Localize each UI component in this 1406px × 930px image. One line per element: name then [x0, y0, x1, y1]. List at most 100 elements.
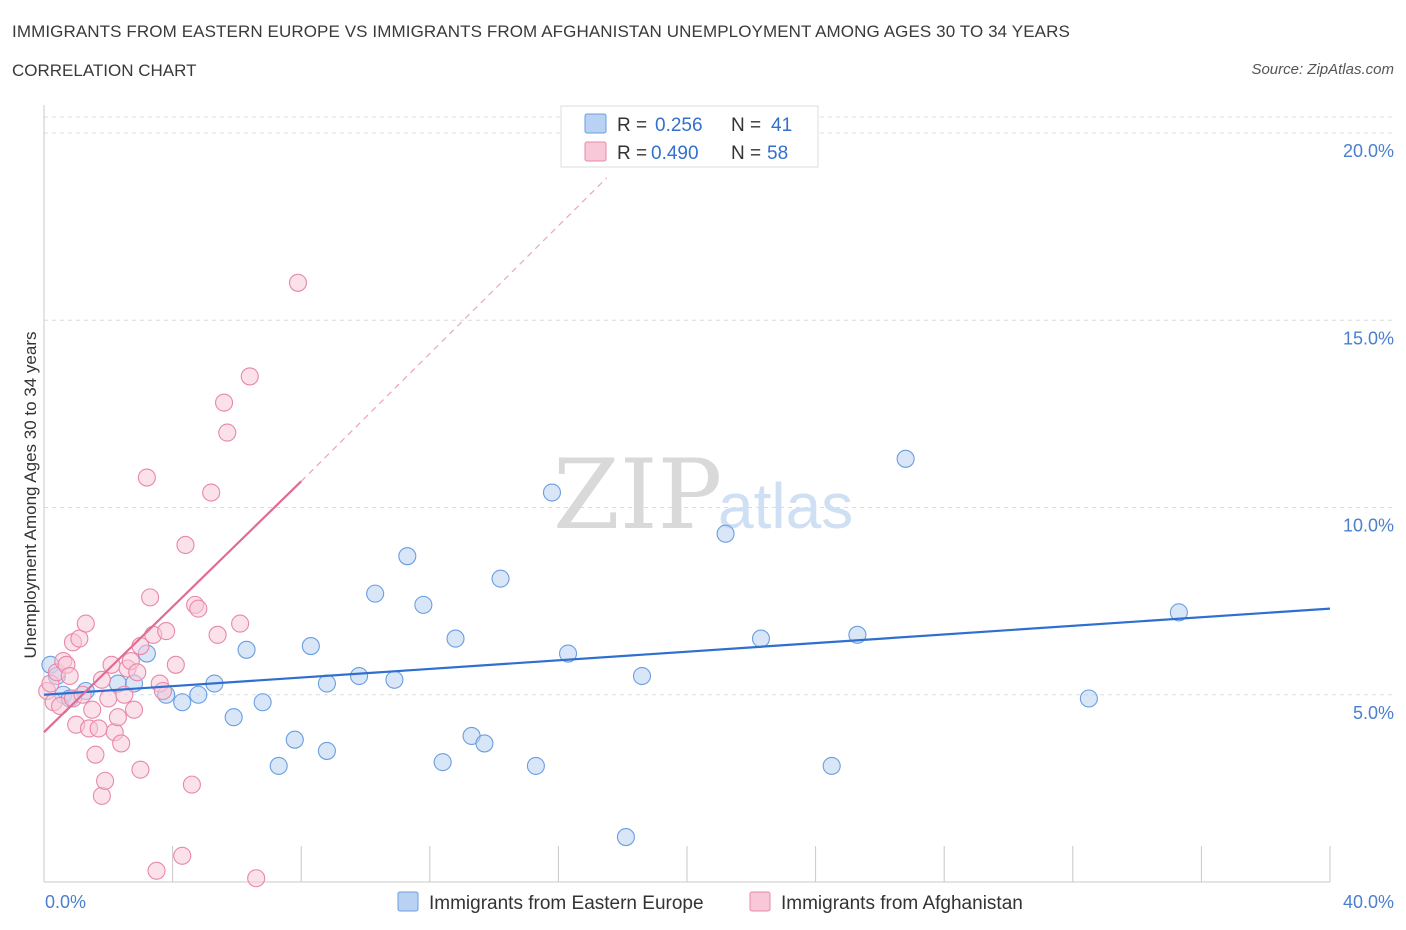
- point-eastern-europe: [558, 644, 578, 663]
- point-afghanistan: [137, 468, 156, 487]
- point-afghanistan: [124, 700, 144, 719]
- point-afghanistan: [240, 367, 259, 386]
- point-eastern-europe: [189, 685, 208, 704]
- point-eastern-europe: [350, 666, 369, 686]
- legend-n-label-2: N =: [731, 143, 761, 164]
- legend-r-label-1: R =: [617, 115, 647, 136]
- point-eastern-europe: [237, 640, 256, 659]
- point-eastern-europe: [446, 629, 465, 648]
- trend-line-eastern-europe: [43, 607, 1331, 696]
- y-tick-label: 20.0%: [1343, 141, 1394, 161]
- point-afghanistan: [86, 745, 105, 764]
- point-afghanistan: [60, 666, 79, 686]
- point-afghanistan: [147, 861, 166, 880]
- watermark: ZIP atlas: [553, 439, 853, 551]
- point-afghanistan: [202, 483, 221, 502]
- point-afghanistan: [157, 622, 176, 641]
- trend-line-afghanistan: [43, 480, 302, 733]
- point-afghanistan: [108, 708, 127, 727]
- trend-line-afghanistan-extrapolated: [300, 177, 608, 482]
- grid-lines: [44, 116, 1394, 696]
- point-afghanistan: [83, 700, 102, 719]
- point-afghanistan: [99, 689, 118, 708]
- bottom-legend-swatch-afghanistan: [749, 891, 771, 912]
- point-afghanistan: [173, 846, 192, 865]
- y-tick-label: 5.0%: [1353, 703, 1394, 723]
- point-afghanistan: [92, 670, 111, 689]
- point-eastern-europe: [317, 741, 336, 760]
- tick-labels: 5.0% 10.0% 15.0% 20.0% 0.0% 40.0%: [45, 141, 1394, 912]
- point-afghanistan: [89, 719, 108, 738]
- point-eastern-europe: [542, 483, 562, 502]
- point-afghanistan: [288, 273, 308, 292]
- point-eastern-europe: [475, 734, 494, 753]
- trend-lines: [43, 177, 1331, 733]
- point-afghanistan: [70, 629, 89, 648]
- point-afghanistan: [182, 775, 201, 794]
- point-eastern-europe: [385, 670, 404, 689]
- point-eastern-europe: [632, 666, 652, 686]
- point-eastern-europe: [1079, 689, 1098, 708]
- watermark-atlas: atlas: [718, 470, 853, 542]
- point-eastern-europe: [1169, 603, 1188, 622]
- point-afghanistan: [214, 393, 234, 412]
- point-afghanistan: [128, 663, 147, 682]
- point-afghanistan: [189, 599, 208, 618]
- watermark-zip: ZIP: [553, 439, 722, 551]
- point-eastern-europe: [526, 756, 545, 775]
- point-eastern-europe: [366, 584, 385, 603]
- x-tick-label-max: 40.0%: [1343, 892, 1394, 912]
- point-eastern-europe: [269, 756, 288, 775]
- y-tick-label: 10.0%: [1343, 516, 1394, 536]
- point-afghanistan: [112, 734, 131, 753]
- legend-n-label-1: N =: [731, 115, 761, 136]
- point-eastern-europe: [716, 524, 735, 543]
- point-eastern-europe: [253, 693, 272, 712]
- bottom-legend-label-eastern-europe: Immigrants from Eastern Europe: [429, 893, 704, 914]
- point-afghanistan: [231, 614, 250, 633]
- point-eastern-europe: [414, 595, 433, 614]
- point-afghanistan: [96, 771, 115, 790]
- legend-n-value-1: 41: [771, 115, 792, 136]
- point-eastern-europe: [224, 708, 243, 727]
- legend-n-value-2: 58: [767, 143, 788, 164]
- chart-title: IMMIGRANTS FROM EASTERN EUROPE VS IMMIGR…: [12, 22, 1070, 41]
- point-eastern-europe: [317, 674, 336, 693]
- point-eastern-europe: [751, 629, 770, 648]
- point-afghanistan: [92, 786, 111, 805]
- source-label: Source: ZipAtlas.com: [1251, 61, 1394, 78]
- stats-legend: R = 0.256 N = 41 R = 0.490 N = 58: [560, 105, 819, 168]
- legend-r-label-2: R =: [617, 143, 647, 164]
- legend-swatch-afghanistan: [584, 141, 607, 162]
- point-eastern-europe: [301, 637, 320, 656]
- data-points: [38, 273, 1188, 888]
- point-afghanistan: [208, 625, 227, 644]
- point-eastern-europe: [173, 693, 192, 712]
- legend-r-value-2: 0.490: [651, 143, 699, 164]
- y-axis-title: Unemployment Among Ages 30 to 34 years: [21, 332, 40, 659]
- point-afghanistan: [141, 588, 160, 607]
- x-tick-label-min: 0.0%: [45, 892, 86, 912]
- point-afghanistan: [247, 869, 266, 888]
- point-eastern-europe: [433, 753, 452, 772]
- point-afghanistan: [166, 655, 185, 674]
- point-eastern-europe: [398, 547, 417, 566]
- point-eastern-europe: [616, 828, 635, 847]
- point-afghanistan: [176, 535, 195, 555]
- point-eastern-europe: [491, 569, 510, 588]
- point-eastern-europe: [285, 730, 304, 749]
- point-afghanistan: [218, 423, 237, 442]
- y-tick-label: 15.0%: [1343, 328, 1394, 348]
- legend-r-value-1: 0.256: [655, 115, 703, 136]
- series-legend: Immigrants from Eastern Europe Immigrant…: [397, 891, 1023, 914]
- bottom-legend-label-afghanistan: Immigrants from Afghanistan: [781, 893, 1023, 914]
- point-eastern-europe: [896, 449, 915, 468]
- point-afghanistan: [131, 760, 150, 779]
- point-afghanistan: [153, 681, 173, 701]
- bottom-legend-swatch-eastern-europe: [397, 891, 419, 912]
- legend-swatch-eastern-europe: [584, 113, 607, 134]
- point-eastern-europe: [822, 756, 841, 775]
- chart-subtitle: CORRELATION CHART: [12, 61, 197, 80]
- point-afghanistan: [76, 614, 95, 633]
